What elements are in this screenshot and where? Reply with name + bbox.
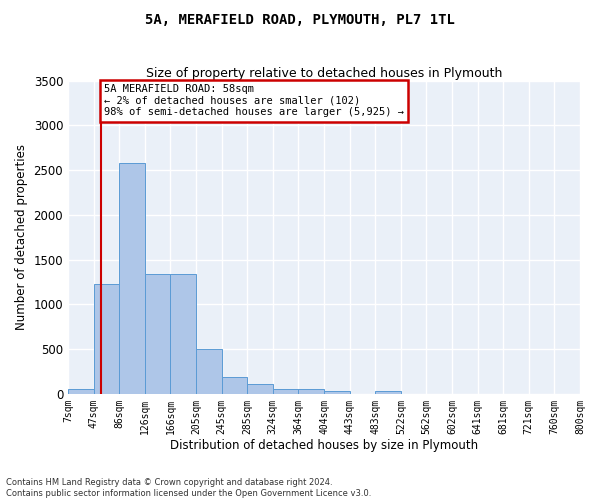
Bar — [170, 274, 196, 394]
Bar — [273, 389, 298, 394]
Bar — [68, 389, 94, 394]
Bar — [119, 163, 145, 394]
Bar — [196, 349, 221, 394]
Bar — [247, 384, 273, 394]
Y-axis label: Number of detached properties: Number of detached properties — [15, 144, 28, 330]
X-axis label: Distribution of detached houses by size in Plymouth: Distribution of detached houses by size … — [170, 440, 478, 452]
Bar — [221, 377, 247, 394]
Text: 5A MERAFIELD ROAD: 58sqm
← 2% of detached houses are smaller (102)
98% of semi-d: 5A MERAFIELD ROAD: 58sqm ← 2% of detache… — [104, 84, 404, 117]
Text: Contains HM Land Registry data © Crown copyright and database right 2024.
Contai: Contains HM Land Registry data © Crown c… — [6, 478, 371, 498]
Bar — [324, 391, 350, 394]
Bar — [375, 391, 401, 394]
Bar — [145, 274, 170, 394]
Bar — [298, 390, 324, 394]
Text: 5A, MERAFIELD ROAD, PLYMOUTH, PL7 1TL: 5A, MERAFIELD ROAD, PLYMOUTH, PL7 1TL — [145, 12, 455, 26]
Title: Size of property relative to detached houses in Plymouth: Size of property relative to detached ho… — [146, 66, 502, 80]
Bar — [94, 284, 119, 394]
